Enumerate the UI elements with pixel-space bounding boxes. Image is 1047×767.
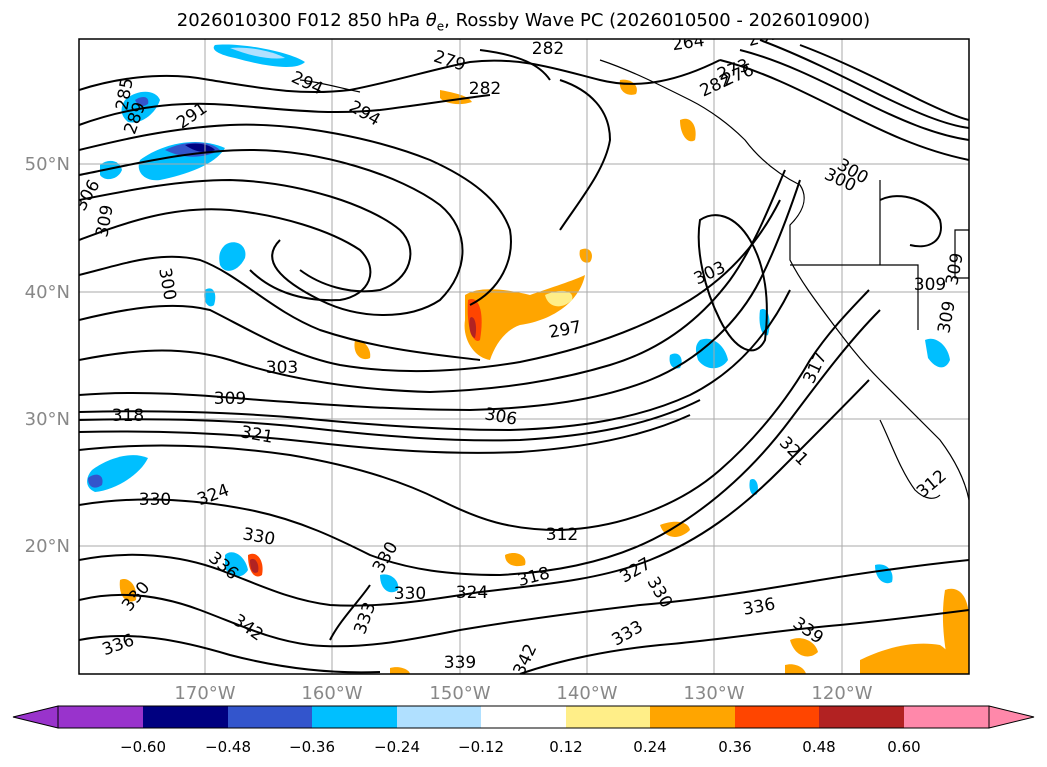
gridlines [79,39,969,674]
colorbar-tick-label: −0.60 [120,738,166,756]
title-subscript: e [436,19,445,34]
contour-label: 330 [139,490,171,510]
colorbar-tick-label: −0.48 [205,738,251,756]
colorbar-segment [143,706,228,728]
lon-label: 170°W [174,683,235,704]
colorbar-segment [228,706,312,728]
colorbar-extend-max [988,705,1035,729]
colorbar-tick-label: −0.12 [458,738,504,756]
lat-label: 40°N [25,282,70,303]
contour-label: 309 [214,389,246,409]
colorbar-segment [819,706,904,728]
lat-label: 50°N [25,154,70,175]
lon-label: 130°W [683,683,744,704]
lon-label: 120°W [811,683,872,704]
contour-label: 303 [266,358,298,378]
colorbar-tick-label: 0.24 [633,738,666,756]
title-suffix: , Rossby Wave PC (2026010500 - 202601090… [444,10,871,31]
longitude-labels: 170°W 160°W 150°W 140°W 130°W 120°W [174,683,872,704]
colorbar-segment [566,706,650,728]
contour-label: 282 [469,79,501,99]
colorbar-extend-min [12,705,59,729]
contour-label: 309 [914,275,946,295]
map-title: 2026010300 F012 850 hPa θe, Rossby Wave … [0,10,1047,34]
colorbar-segment [481,706,566,728]
lat-label: 30°N [25,409,70,430]
colorbar-segment [58,706,143,728]
theta-e-contours [79,39,969,674]
colorbar-tick-label: 0.12 [549,738,582,756]
contour-label: 264 [671,31,706,55]
colorbar-tick-label: 0.60 [887,738,920,756]
colorbar-tick-label: −0.24 [374,738,420,756]
contour-label: 282 [532,39,564,59]
colorbar-frame [57,705,990,729]
colorbar-tick-label: −0.36 [289,738,335,756]
colorbar: −0.60 −0.48 −0.36 −0.24 −0.12 0.12 0.24 … [12,705,1035,756]
colorbar-tick-label: 0.48 [802,738,835,756]
contour-label: 339 [444,653,476,673]
colorbar-segment [904,706,989,728]
latitude-labels: 50°N 40°N 30°N 20°N [25,154,70,557]
title-theta: θ [425,10,437,31]
colorbar-segment [312,706,397,728]
lon-label: 160°W [301,683,362,704]
colorbar-tick-label: 0.36 [718,738,751,756]
title-prefix: 2026010300 F012 850 hPa [176,10,426,31]
contour-label: 318 [112,406,144,426]
lon-label: 150°W [429,683,490,704]
map-frame [78,38,970,675]
colorbar-segment [397,706,481,728]
lat-label: 20°N [25,536,70,557]
contour-label: 330 [394,584,426,604]
colorbar-segment [650,706,735,728]
contour-label: 324 [456,583,488,603]
coastlines [299,59,969,501]
colorbar-ticks: −0.60 −0.48 −0.36 −0.24 −0.12 0.12 0.24 … [120,738,921,756]
contour-label: 312 [546,525,578,545]
anomaly-shading [87,44,969,674]
colorbar-segment [735,706,819,728]
lon-label: 140°W [556,683,617,704]
